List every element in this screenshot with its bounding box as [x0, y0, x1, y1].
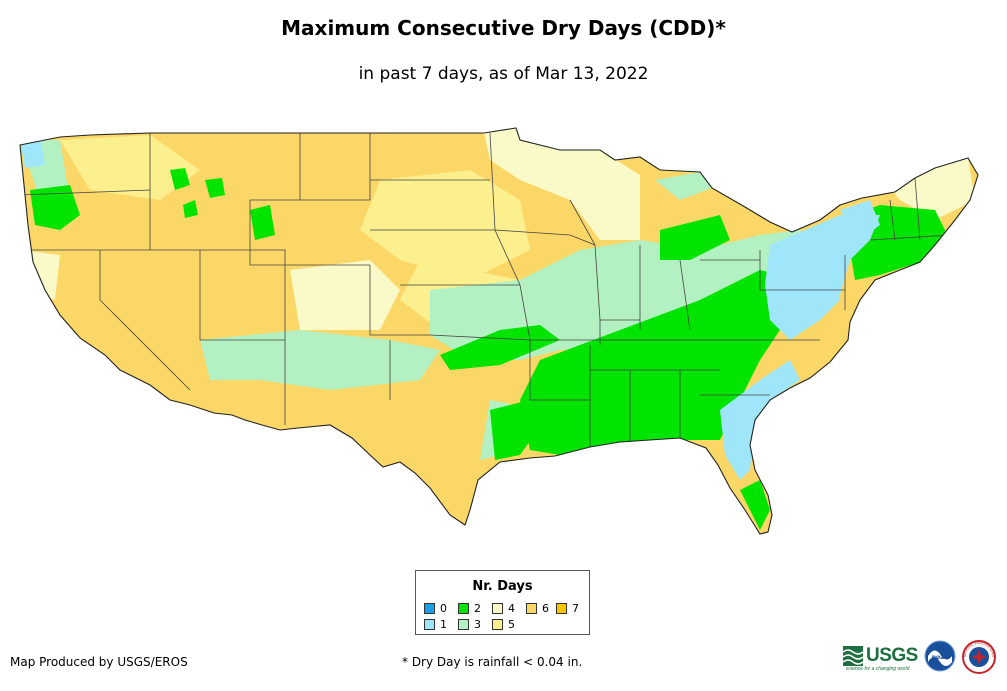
legend-label: 1: [440, 618, 447, 631]
legend-item-0: 0: [424, 602, 447, 615]
map-title: Maximum Consecutive Dry Days (CDD)*: [281, 16, 726, 40]
legend-item-6: 6: [526, 602, 549, 615]
legend-item-4: 4: [492, 602, 515, 615]
legend-item-5: 5: [492, 618, 515, 631]
legend-label: 3: [474, 618, 481, 631]
noaa-logo-icon: noaa: [924, 640, 956, 672]
map-subtitle: in past 7 days, as of Mar 13, 2022: [358, 64, 649, 84]
legend-swatch: [458, 603, 469, 614]
legend-swatch: [458, 619, 469, 630]
legend-swatch: [424, 619, 435, 630]
usgs-tagline: science for a changing world: [846, 666, 910, 672]
noaa-wordmark: noaa: [932, 654, 949, 661]
usgs-wave-icon: [843, 646, 863, 666]
legend-swatch: [492, 619, 503, 630]
legend-swatch: [424, 603, 435, 614]
legend-item-1: 1: [424, 618, 447, 631]
nws-logo-icon: NATIONAL WEATHER SERVICE: [962, 640, 996, 674]
legend-label: 7: [572, 602, 579, 615]
legend-item-2: 2: [458, 602, 481, 615]
legend-swatch: [492, 603, 503, 614]
map-credit: Map Produced by USGS/EROS: [10, 655, 188, 669]
usgs-wordmark: USGS: [866, 645, 918, 666]
legend: Nr. Days 0 1 2 3 4 5 6 7: [415, 570, 590, 635]
legend-label: 2: [474, 602, 481, 615]
us-dry-days-map: [19, 127, 979, 535]
legend-swatch: [556, 603, 567, 614]
legend-label: 6: [542, 602, 549, 615]
dry-day-footnote: * Dry Day is rainfall < 0.04 in.: [402, 655, 583, 669]
legend-label: 0: [440, 602, 447, 615]
legend-item-3: 3: [458, 618, 481, 631]
legend-label: 5: [508, 618, 515, 631]
legend-item-7: 7: [556, 602, 579, 615]
legend-title: Nr. Days: [472, 579, 533, 594]
usgs-logo: USGS: [843, 644, 918, 668]
legend-swatch: [526, 603, 537, 614]
legend-label: 4: [508, 602, 515, 615]
